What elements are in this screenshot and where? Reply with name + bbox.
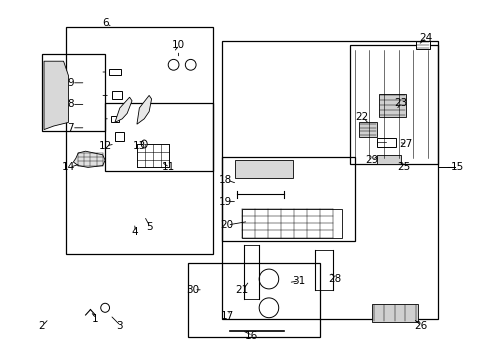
Text: 21: 21 <box>235 285 248 295</box>
Text: 20: 20 <box>220 220 232 230</box>
Bar <box>41 54 105 131</box>
Text: 23: 23 <box>393 98 407 108</box>
Text: 1: 1 <box>92 314 99 324</box>
Ellipse shape <box>259 298 278 318</box>
Text: 27: 27 <box>398 139 412 149</box>
Text: 25: 25 <box>396 162 409 172</box>
Bar <box>222 157 354 241</box>
Ellipse shape <box>168 59 179 70</box>
Text: 9: 9 <box>67 78 74 88</box>
Bar <box>110 116 119 122</box>
Bar <box>188 263 320 337</box>
Text: 11: 11 <box>162 162 175 172</box>
Text: 15: 15 <box>449 162 463 172</box>
Text: 19: 19 <box>219 197 232 207</box>
Text: 24: 24 <box>418 33 431 43</box>
Polygon shape <box>378 94 405 117</box>
Bar <box>376 138 395 147</box>
Polygon shape <box>376 155 400 164</box>
Text: 6: 6 <box>102 18 108 28</box>
Bar <box>349 45 437 164</box>
Polygon shape <box>371 304 417 322</box>
Ellipse shape <box>141 140 147 148</box>
Text: 13: 13 <box>132 141 146 151</box>
Bar <box>108 69 121 75</box>
Bar <box>242 209 342 238</box>
Bar <box>66 27 212 254</box>
Polygon shape <box>73 151 105 167</box>
Bar <box>222 41 437 319</box>
Polygon shape <box>234 160 293 178</box>
Polygon shape <box>137 95 151 124</box>
Text: 18: 18 <box>219 175 232 185</box>
Text: 4: 4 <box>131 227 138 237</box>
Text: 12: 12 <box>98 141 112 151</box>
Bar <box>112 91 122 99</box>
Ellipse shape <box>101 303 109 312</box>
Text: 7: 7 <box>67 123 74 133</box>
Text: 31: 31 <box>291 276 305 286</box>
Bar <box>105 103 212 171</box>
Text: 10: 10 <box>172 40 184 50</box>
Text: 3: 3 <box>116 321 123 331</box>
Bar <box>115 132 124 141</box>
Text: 5: 5 <box>145 222 152 232</box>
Text: 28: 28 <box>327 274 341 284</box>
Text: 22: 22 <box>354 112 368 122</box>
Polygon shape <box>44 61 68 130</box>
Polygon shape <box>359 122 376 137</box>
Bar <box>415 41 429 49</box>
Text: 16: 16 <box>244 330 258 341</box>
Ellipse shape <box>185 59 196 70</box>
Bar <box>137 144 168 167</box>
Text: 30: 30 <box>186 285 199 295</box>
Text: 8: 8 <box>67 99 74 109</box>
Ellipse shape <box>259 269 278 289</box>
Polygon shape <box>115 97 132 122</box>
Text: 14: 14 <box>61 162 75 172</box>
Text: 17: 17 <box>220 311 234 321</box>
Text: 26: 26 <box>413 321 427 331</box>
Text: 2: 2 <box>38 321 45 331</box>
Text: 29: 29 <box>364 155 378 165</box>
